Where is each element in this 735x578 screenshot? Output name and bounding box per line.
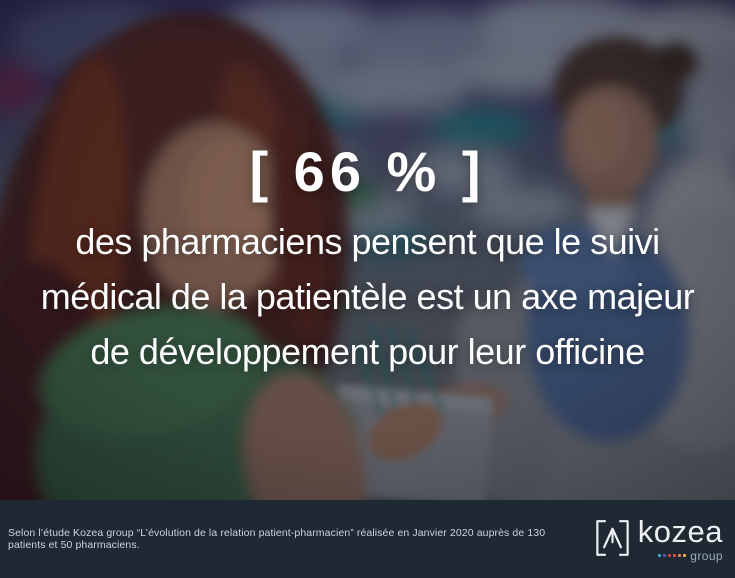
logo-wordmark: kozea group (637, 513, 723, 562)
caption-block: [ 66 % ] des pharmaciens pensent que le … (0, 140, 735, 379)
logo-dot (668, 554, 672, 557)
caption-line-1: des pharmaciens pensent que le suivi (75, 221, 660, 263)
caption-lines: des pharmaciens pensent que le suivi méd… (0, 214, 735, 379)
logo-subline: group (658, 550, 723, 562)
logo-brand-text: kozea (637, 513, 723, 549)
pharmacy-photo (0, 0, 735, 500)
logo-dot (663, 554, 667, 557)
source-note: Selon l’étude Kozea group “L’évolution d… (8, 527, 546, 551)
kozea-logo: kozea group (594, 513, 723, 562)
footer-bar: Selon l’étude Kozea group “L’évolution d… (0, 500, 735, 578)
bracketed-caret-icon (596, 519, 629, 556)
pharmacy-photo-art (0, 0, 735, 500)
logo-suffix-text: group (690, 548, 723, 563)
logo-dot (678, 554, 682, 557)
logo-dots (658, 554, 687, 557)
logo-dot (658, 554, 662, 557)
logo-dot (683, 554, 687, 557)
stat-value: [ 66 % ] (249, 140, 486, 203)
caption-line-2: médical de la patientèle est un axe maje… (40, 276, 695, 318)
caption-line-3: de développement pour leur officine (90, 331, 645, 373)
logo-dot (673, 554, 677, 557)
dark-overlay (0, 0, 735, 500)
